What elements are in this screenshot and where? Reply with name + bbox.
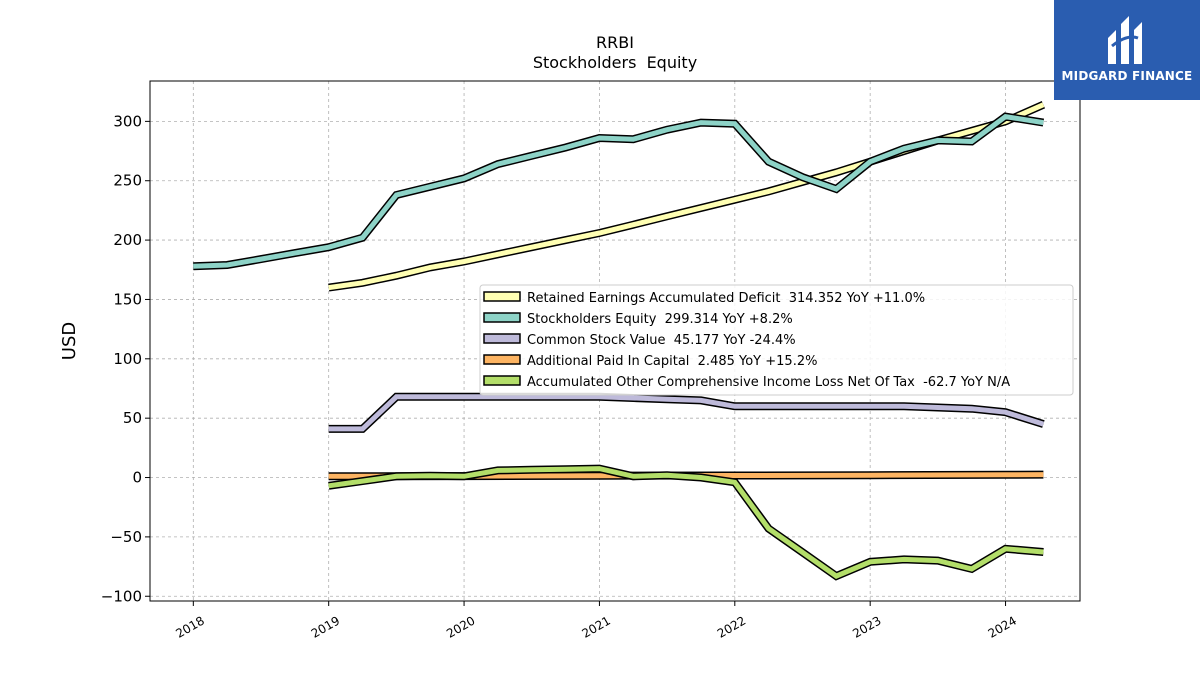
y-tick-label: 50 — [123, 409, 142, 427]
legend-swatch — [483, 375, 521, 386]
x-tick-label: 2018 — [173, 613, 206, 640]
x-tick-label: 2022 — [715, 613, 748, 640]
legend-label: Additional Paid In Capital 2.485 YoY +15… — [527, 354, 817, 369]
chart-title: RRBI — [596, 33, 634, 52]
legend-swatch — [483, 312, 521, 323]
series-fill — [328, 394, 1045, 432]
y-tick-label: 250 — [113, 172, 142, 190]
brand-mark-icon — [1108, 16, 1142, 64]
legend-label: Accumulated Other Comprehensive Income L… — [527, 375, 1010, 390]
series-line-2 — [193, 112, 1045, 271]
series-outline — [328, 101, 1046, 292]
x-tick-label: 2019 — [309, 613, 342, 640]
plot-frame — [149, 80, 1081, 602]
series-fill — [328, 102, 1045, 291]
y-tick-label: 100 — [113, 350, 142, 368]
x-tick-label: 2024 — [986, 613, 1019, 640]
legend-box — [479, 284, 1074, 396]
series-line-1 — [328, 101, 1046, 292]
brand-name: MIDGARD FINANCE — [1061, 69, 1193, 83]
series-line-5 — [328, 464, 1044, 581]
series-line-3 — [328, 392, 1045, 433]
legend-label: Stockholders Equity 299.314 YoY +8.2% — [527, 312, 793, 327]
x-tick-label: 2020 — [444, 613, 477, 640]
y-tick-label: 300 — [113, 112, 142, 130]
series-fill — [193, 113, 1044, 269]
y-axis-label: USD — [59, 322, 80, 360]
y-axis-ticks: −100 −50 0 50 100 150 200 250 300 — [101, 112, 150, 605]
y-tick-label: −50 — [110, 528, 142, 546]
series-fill — [328, 466, 1044, 579]
x-tick-label: 2023 — [850, 613, 883, 640]
y-tick-label: 200 — [113, 231, 142, 249]
legend-swatch — [483, 291, 521, 302]
legend-label: Retained Earnings Accumulated Deficit 31… — [527, 291, 925, 306]
y-tick-label: −100 — [101, 587, 142, 605]
legend-label: Common Stock Value 45.177 YoY -24.4% — [527, 333, 796, 348]
legend-swatch — [483, 354, 521, 365]
y-tick-label: 0 — [132, 469, 142, 487]
legend: Retained Earnings Accumulated Deficit 31… — [479, 284, 1074, 396]
series-lines — [193, 101, 1046, 581]
y-tick-label: 150 — [113, 290, 142, 308]
x-tick-label: 2021 — [579, 613, 612, 640]
x-axis-ticks: 2018 2019 2020 2021 2022 2023 2024 — [173, 601, 1019, 641]
brand-logo: MIDGARD FINANCE — [1054, 0, 1200, 100]
legend-swatch — [483, 333, 521, 344]
chart-subtitle: Stockholders Equity — [533, 53, 697, 72]
